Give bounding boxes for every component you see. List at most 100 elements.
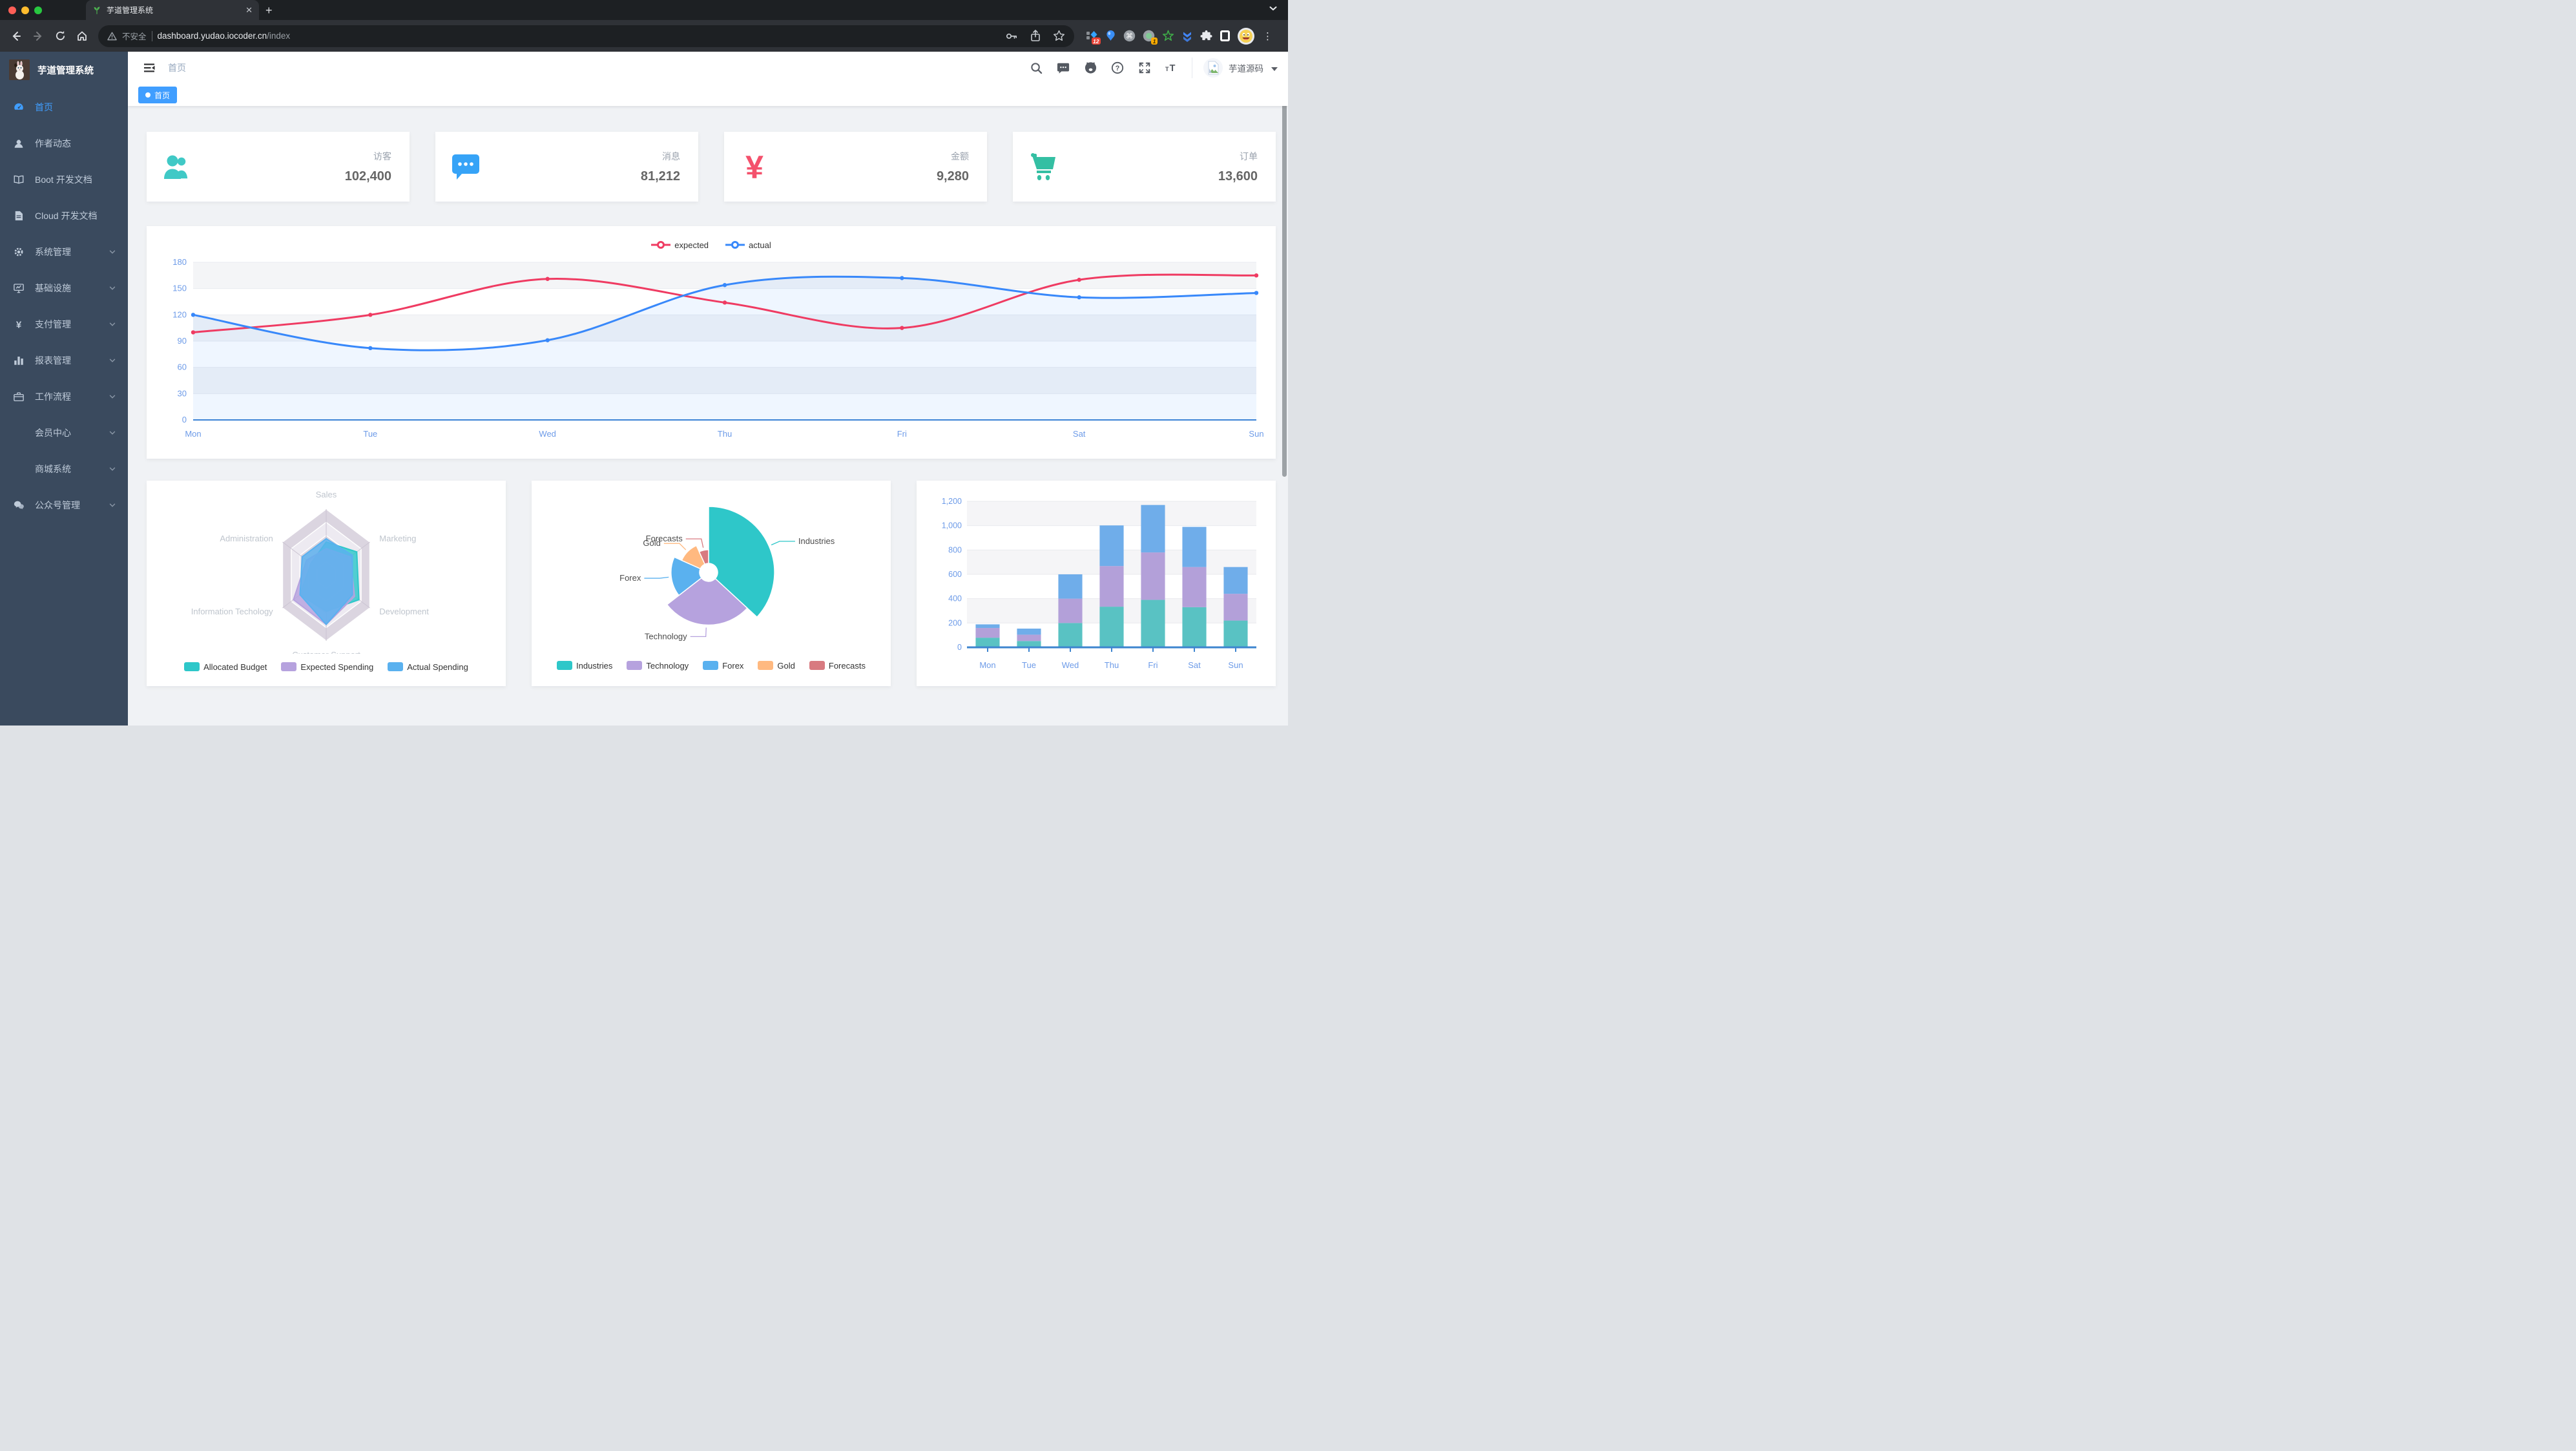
blue-diamond-extension-icon[interactable]: 12 — [1086, 30, 1101, 45]
browser-menu-icon[interactable]: ⋮ — [1263, 30, 1272, 42]
stat-value: 81,212 — [640, 169, 680, 183]
security-label[interactable]: 不安全 — [122, 32, 147, 41]
legend-label: Forecasts — [828, 660, 866, 671]
minimize-window-button[interactable] — [21, 6, 29, 14]
message-icon[interactable] — [1056, 61, 1070, 75]
sidebar-item-8[interactable]: 工作流程 — [0, 379, 128, 415]
svg-text:Thu: Thu — [718, 429, 732, 439]
stat-card-visitors[interactable]: 访客 102,400 — [147, 132, 410, 202]
fullscreen-icon[interactable] — [1137, 61, 1152, 75]
tag-home[interactable]: 首页 — [138, 87, 178, 103]
sidebar-logo[interactable]: 芋道管理系统 — [0, 52, 128, 88]
url-text[interactable]: dashboard.yudao.iocoder.cn/index — [157, 31, 291, 41]
reload-icon[interactable] — [50, 26, 70, 46]
monitor-icon — [13, 282, 25, 294]
pie-chart-legend[interactable]: Industries Technology Forex Gold Forecasts — [542, 656, 880, 675]
user-menu[interactable]: 芋道源码 — [1192, 57, 1278, 78]
sidebar-item-3[interactable]: Cloud 开发文档 — [0, 198, 128, 234]
sidebar-item-label: 支付管理 — [35, 319, 71, 329]
sidebar-item-1[interactable]: 作者动态 — [0, 125, 128, 162]
tab-search-chevron-icon[interactable] — [1269, 4, 1278, 16]
collapse-sidebar-icon[interactable] — [138, 57, 160, 79]
sidebar-item-2[interactable]: Boot 开发文档 — [0, 162, 128, 198]
svg-text:Mon: Mon — [979, 660, 995, 670]
dashboard-icon — [13, 101, 25, 113]
chevron-down-icon — [109, 284, 116, 292]
radar-chart: Sales Administration Information Techology… — [157, 490, 495, 660]
legend-item-technology[interactable]: Technology — [627, 661, 689, 671]
legend-item-actual-spending[interactable]: Actual Spending — [388, 662, 468, 672]
svg-text:180: 180 — [172, 257, 187, 267]
breadcrumb[interactable]: 首页 — [168, 63, 186, 73]
sidebar-item-0[interactable]: 首页 — [0, 89, 128, 125]
close-window-button[interactable] — [8, 6, 16, 14]
home-icon[interactable] — [72, 26, 92, 46]
command-extension-icon[interactable]: ⌘ — [1123, 30, 1136, 42]
stat-value: 102,400 — [344, 169, 391, 183]
window-extension-icon[interactable] — [1220, 30, 1231, 42]
legend-label: Forex — [722, 660, 744, 671]
github-icon[interactable] — [1083, 61, 1097, 75]
new-tab-button[interactable]: + — [265, 3, 273, 17]
address-bar[interactable]: 不安全 dashboard.yudao.iocoder.cn/index — [98, 25, 1074, 47]
sidebar-item-6[interactable]: ¥ 支付管理 — [0, 306, 128, 342]
tab-title: 芋道管理系统 — [107, 6, 154, 15]
svg-text:Mon: Mon — [185, 429, 201, 439]
legend-label: Technology — [646, 660, 689, 671]
stat-card-messages[interactable]: 消息 81,212 — [435, 132, 698, 202]
line-chart-legend[interactable]: expected actual — [157, 235, 1265, 255]
panel-group: 访客 102,400 消息 81,212 ¥ 金额 9,280 — [147, 132, 1276, 202]
sidebar-item-7[interactable]: 报表管理 — [0, 342, 128, 379]
password-key-icon[interactable] — [1005, 30, 1018, 42]
legend-item-actual[interactable]: actual — [725, 240, 771, 250]
stat-card-amount[interactable]: ¥ 金额 9,280 — [724, 132, 987, 202]
green-star-extension-icon[interactable] — [1162, 30, 1174, 42]
forward-icon[interactable] — [28, 26, 48, 46]
balloon-extension-icon[interactable] — [1105, 30, 1116, 42]
bar-chart: 0 200 400 600 800 1,000 1,200 Mon Tue Wed Thu Fri Sa… — [927, 491, 1265, 679]
svg-text:Forex: Forex — [619, 573, 641, 583]
sidebar-item-5[interactable]: 基础设施 — [0, 270, 128, 306]
sidebar: 芋道管理系统 首页 作者动态 Boot 开发文档 Cloud 开发文档 系统管理 基础设施… — [0, 52, 128, 725]
stat-card-orders[interactable]: 订单 13,600 — [1013, 132, 1276, 202]
svg-text:Development: Development — [379, 607, 429, 616]
radar-chart-legend[interactable]: Allocated Budget Expected Spending Actual … — [157, 657, 495, 676]
yen-icon: ¥ — [740, 151, 769, 182]
extensions-puzzle-icon[interactable] — [1200, 30, 1212, 42]
username: 芋道源码 — [1229, 64, 1263, 74]
extensions-bar: 12 ⌘ 1 — [1081, 27, 1282, 45]
legend-item-forex[interactable]: Forex — [703, 661, 743, 671]
sidebar-item-9[interactable]: 会员中心 — [0, 415, 128, 451]
sidebar-item-11[interactable]: 公众号管理 — [0, 487, 128, 523]
legend-item-allocated-budget[interactable]: Allocated Budget — [184, 662, 267, 672]
bookmark-star-icon[interactable] — [1053, 30, 1065, 42]
tab-close-icon[interactable]: ✕ — [245, 5, 253, 15]
recorder-extension-icon[interactable]: 1 — [1143, 30, 1158, 45]
sidebar-item-4[interactable]: 系统管理 — [0, 234, 128, 270]
svg-text:T: T — [1165, 66, 1169, 72]
zoom-window-button[interactable] — [34, 6, 42, 14]
line-chart: 0 30 60 90 120 150 180 Mon Tue Wed Thu Fri Sat Sun — [157, 255, 1265, 446]
legend-item-gold[interactable]: Gold — [758, 661, 795, 671]
help-icon[interactable]: ? — [1110, 61, 1125, 75]
blue-chevrons-extension-icon[interactable] — [1181, 30, 1193, 42]
wechat-icon — [13, 499, 25, 511]
browser-profile-avatar[interactable] — [1238, 27, 1254, 45]
logo-rabbit-image — [9, 59, 30, 80]
legend-item-expected-spending[interactable]: Expected Spending — [281, 662, 373, 672]
chevron-down-icon — [109, 393, 116, 401]
back-icon[interactable] — [6, 26, 26, 46]
svg-text:400: 400 — [948, 594, 962, 603]
browser-tab[interactable]: 芋道管理系统 ✕ — [86, 0, 259, 20]
share-icon[interactable] — [1030, 30, 1041, 42]
svg-text:Customer Support: Customer Support — [292, 650, 360, 654]
sidebar-item-10[interactable]: 商城系统 — [0, 451, 128, 487]
svg-text:Sat: Sat — [1188, 660, 1201, 670]
legend-item-industries[interactable]: Industries — [557, 661, 612, 671]
page-scrollbar[interactable] — [1282, 57, 1287, 477]
svg-text:Sun: Sun — [1249, 429, 1263, 439]
search-icon[interactable] — [1029, 61, 1043, 75]
legend-item-forecasts[interactable]: Forecasts — [809, 661, 866, 671]
legend-item-expected[interactable]: expected — [651, 240, 709, 250]
